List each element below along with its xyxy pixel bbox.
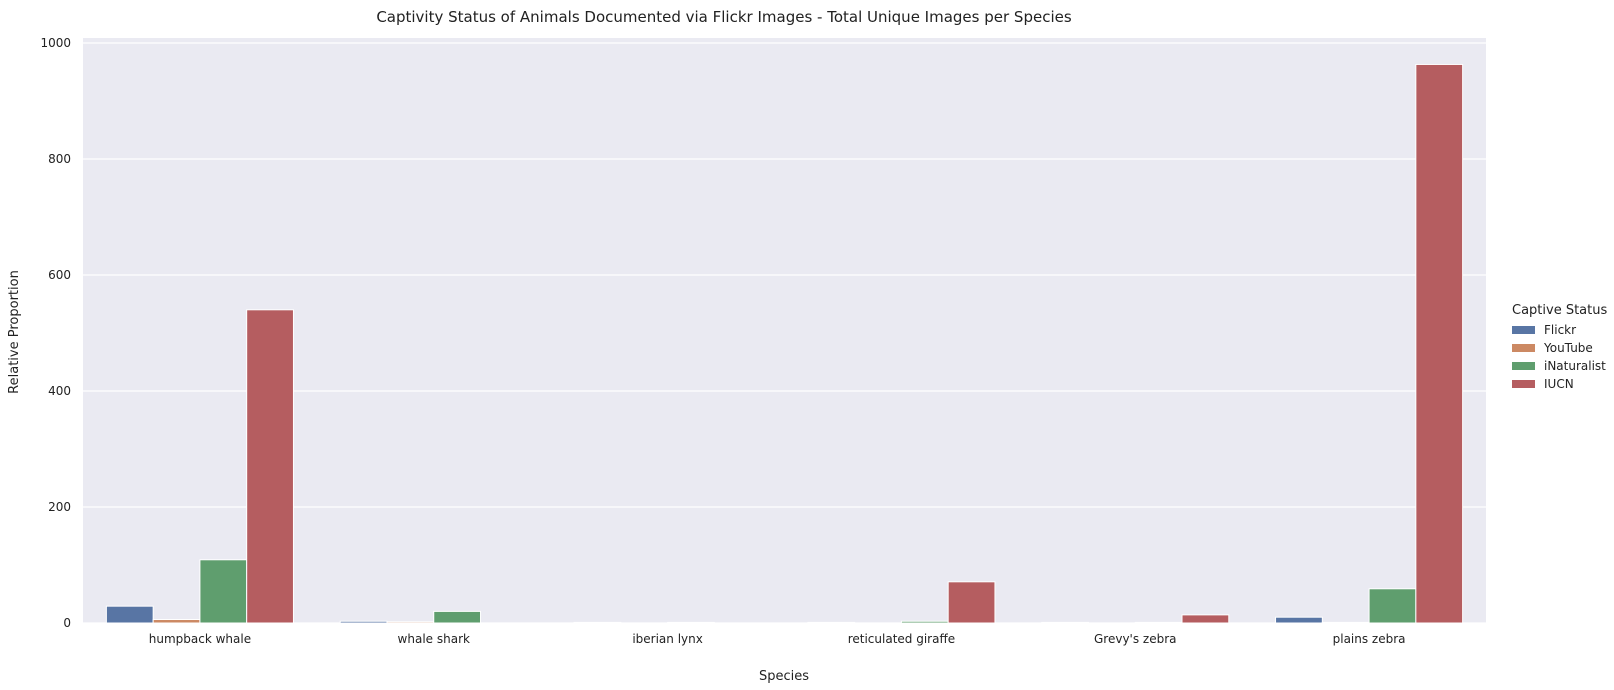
- bar: [573, 621, 622, 624]
- chart-title: Captivity Status of Animals Documented v…: [376, 8, 1072, 26]
- legend-swatch: [1512, 362, 1535, 370]
- bar: [152, 619, 201, 624]
- bar: [105, 605, 154, 624]
- x-tick-label: whale shark: [398, 632, 470, 646]
- legend: Captive Status Flickr YouTube iNaturalist I…: [1512, 303, 1607, 391]
- bar: [246, 309, 294, 624]
- x-axis-ticks: humpback whale whale shark iberian lynx ret…: [149, 632, 1406, 646]
- y-tick-label: 200: [48, 500, 71, 514]
- legend-label: iNaturalist: [1544, 359, 1606, 373]
- bar: [1321, 621, 1370, 624]
- bar: [199, 559, 248, 624]
- x-tick-label: reticulated giraffe: [848, 632, 955, 646]
- legend-label: YouTube: [1543, 341, 1593, 355]
- y-tick-label: 0: [63, 616, 71, 630]
- y-tick-label: 600: [48, 268, 71, 282]
- x-tick-label: humpback whale: [149, 632, 251, 646]
- bar: [947, 581, 996, 624]
- bar: [433, 610, 482, 624]
- bars: [105, 63, 1464, 624]
- bar: [667, 621, 715, 624]
- plot-area: [83, 38, 1486, 623]
- bar: [1134, 621, 1183, 624]
- legend-label: IUCN: [1544, 377, 1574, 391]
- bar: [900, 620, 949, 624]
- bar: [1041, 621, 1089, 624]
- y-tick-label: 400: [48, 384, 71, 398]
- x-tick-label: Grevy's zebra: [1094, 632, 1177, 646]
- x-tick-label: plains zebra: [1333, 632, 1406, 646]
- bar: [339, 620, 388, 624]
- legend-swatch: [1512, 344, 1535, 352]
- legend-swatch: [1512, 380, 1535, 388]
- legend-swatch: [1512, 326, 1535, 334]
- y-tick-label: 800: [48, 152, 71, 166]
- legend-title: Captive Status: [1512, 303, 1607, 318]
- x-axis-label: Species: [759, 669, 809, 684]
- bar: [1368, 588, 1417, 624]
- y-axis-label: Relative Proportion: [7, 270, 22, 394]
- legend-label: Flickr: [1544, 323, 1576, 337]
- y-axis-ticks: 0 200 400 600 800 1000: [40, 36, 71, 630]
- bar: [1415, 63, 1464, 624]
- bar: [1181, 614, 1230, 624]
- x-tick-label: iberian lynx: [632, 632, 703, 646]
- y-tick-label: 1000: [40, 36, 71, 50]
- bar: [807, 621, 856, 624]
- bar: [386, 621, 435, 624]
- bar: [1275, 616, 1323, 624]
- gridlines: [83, 42, 1486, 624]
